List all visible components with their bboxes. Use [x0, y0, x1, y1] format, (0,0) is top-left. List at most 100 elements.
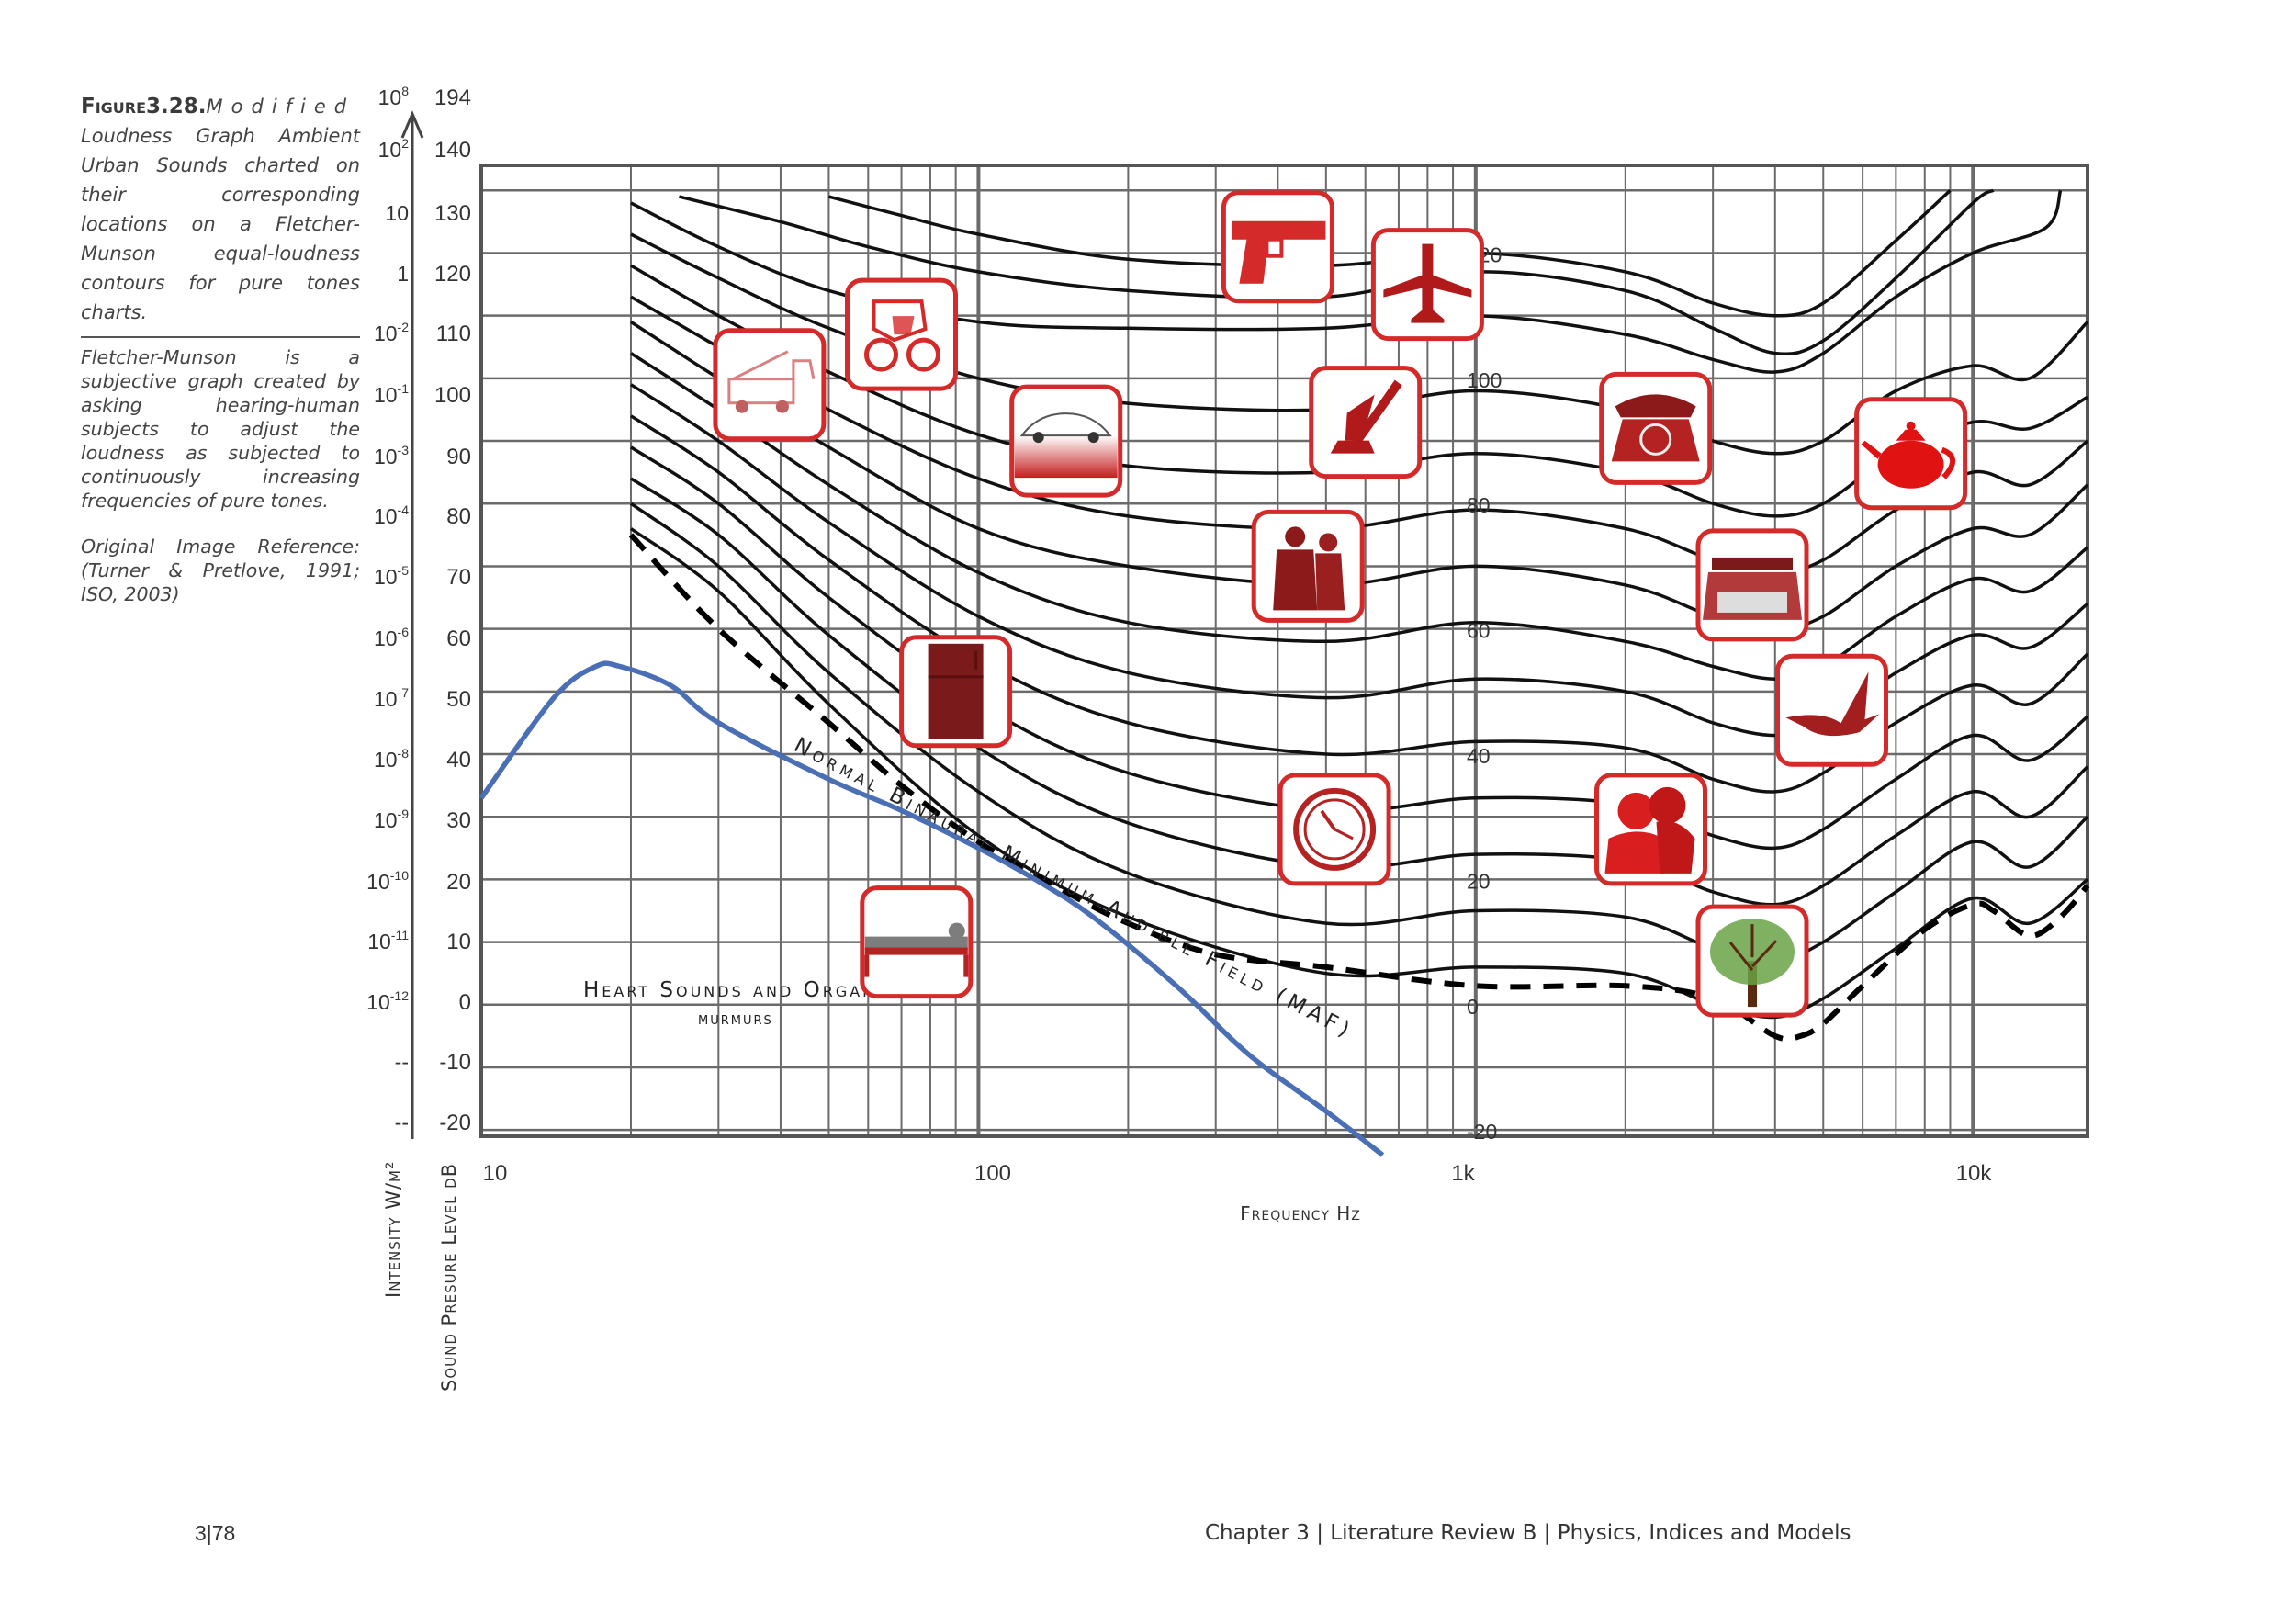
bed-patient — [864, 936, 968, 950]
y2-axis-title: Intensity W/m² — [382, 1161, 404, 1298]
db-tick-label: 30 — [446, 808, 471, 833]
person-body — [1315, 553, 1345, 611]
bed-patient-head — [948, 922, 965, 940]
caption-divider — [81, 336, 360, 338]
vacuum-head — [1330, 440, 1375, 454]
intensity-tick-label: 10-2 — [374, 320, 409, 345]
intensity-tick-label: 10-1 — [374, 381, 409, 407]
contour-value-label: 40 — [1467, 744, 1491, 768]
intensity-tick-label: 10 — [385, 201, 409, 225]
refrigerator-body — [928, 643, 984, 739]
plot-frame — [479, 164, 2089, 1138]
kissing-couple-icon — [1594, 773, 1707, 886]
equal-loudness-contour — [630, 321, 2089, 631]
intensity-tick-label: 10-5 — [374, 563, 409, 589]
person-head — [1285, 526, 1306, 547]
figure-title: Modified — [206, 96, 355, 118]
car-icon — [1009, 384, 1123, 498]
tree-branches — [1728, 924, 1778, 972]
axis-arrow-icon — [400, 110, 424, 139]
equal-loudness-contour — [630, 383, 2089, 738]
bed-frame — [864, 947, 968, 955]
x-tick-label: 10k — [1956, 1161, 1993, 1186]
motorcycle-wheel — [864, 337, 898, 372]
contour-value-label: 80 — [1467, 493, 1491, 517]
gun-icon-shape — [1232, 220, 1326, 284]
icon-frame — [1221, 190, 1334, 304]
figure-label: Figure3.28. — [81, 95, 207, 118]
truck-cab — [792, 359, 816, 379]
intensity-tick-label: -- — [395, 1111, 409, 1134]
motorcycle-icon — [845, 277, 958, 391]
intensity-tick-label: 108 — [378, 84, 410, 109]
intensity-tick-label: 10-10 — [366, 868, 409, 894]
db-tick-label: 80 — [446, 504, 471, 529]
vacuum-body — [1345, 394, 1375, 441]
contour-value-label: 20 — [1467, 869, 1491, 893]
db-tick-label: 40 — [446, 748, 471, 773]
airplane-icon-shape — [1383, 243, 1472, 323]
db-tick-label: 194 — [434, 85, 471, 110]
telephone-handset — [1615, 394, 1696, 418]
intensity-tick-label: 1 — [397, 262, 409, 286]
car-wheel — [1032, 432, 1044, 444]
contour-value-label: -20 — [1467, 1120, 1497, 1144]
person-body — [1604, 831, 1664, 874]
typewriter-icon — [1695, 528, 1809, 642]
db-tick-label: 20 — [446, 870, 471, 895]
person-body — [1656, 820, 1695, 874]
heart-sounds-curve — [478, 660, 1385, 1157]
tree-icon — [1695, 904, 1809, 1018]
intensity-tick-label: 10-12 — [366, 988, 409, 1014]
page-number: 3|78 — [195, 1521, 236, 1545]
person-head — [1649, 786, 1686, 824]
typewriter-roller — [1712, 557, 1793, 570]
db-tick-label: 70 — [446, 565, 471, 590]
contour-value-label: 60 — [1467, 619, 1491, 643]
telephone-base — [1611, 419, 1700, 462]
db-tick-label: 100 — [434, 383, 471, 408]
x-tick-label: 10 — [483, 1161, 508, 1186]
db-tick-label: 50 — [446, 687, 471, 712]
person-body — [1273, 549, 1318, 611]
clock-icon — [1277, 773, 1391, 886]
truck-boom — [732, 350, 789, 381]
figure-caption: Figure3.28.Modified Loudness Graph Ambie… — [81, 92, 360, 606]
icon-frame — [1775, 653, 1888, 767]
caption-text-1: Loudness Graph Ambient Urban Sounds char… — [81, 125, 360, 323]
chart-axes: 1941401301201101009080706050403020100-10… — [366, 84, 1992, 1392]
db-tick-label: 130 — [434, 201, 471, 226]
maf-curve — [628, 533, 2090, 1043]
db-tick-label: 140 — [434, 138, 471, 163]
intensity-tick-label: 10-3 — [374, 443, 409, 468]
caption-heading: Figure3.28.Modified Loudness Graph Ambie… — [81, 92, 360, 327]
clock-hand — [1334, 828, 1354, 840]
equal-loudness-contour — [630, 477, 2089, 907]
car-roof — [1019, 412, 1112, 437]
bird-icon — [1775, 653, 1888, 767]
clock-hand — [1320, 809, 1336, 831]
teapot-knob — [1906, 421, 1916, 431]
heart-sounds-label-2: murmurs — [698, 1009, 773, 1029]
equal-loudness-contour — [630, 352, 2089, 681]
contour-value-label: 0 — [1467, 995, 1479, 1019]
person-head — [1319, 533, 1338, 552]
intensity-tick-label: 10-11 — [367, 928, 409, 953]
teapot-spout — [1861, 440, 1882, 459]
gun-trigger-shape — [1265, 237, 1284, 258]
intensity-tick-label: 10-7 — [374, 685, 409, 711]
person-head — [1617, 792, 1655, 829]
teapot-handle — [1941, 446, 1956, 479]
intensity-tick-label: 10-8 — [374, 746, 409, 772]
heart-sounds-label: Heart Sounds and Organs — [583, 978, 888, 1002]
caption-text-3: Original Image Reference: (Turner & Pret… — [81, 536, 360, 605]
db-tick-label: 120 — [434, 262, 471, 287]
airplane-icon — [1370, 228, 1484, 342]
telephone-icon — [1599, 371, 1713, 485]
db-tick-label: 90 — [446, 445, 471, 469]
hospital-bed-icon — [860, 885, 974, 999]
db-tick-label: 10 — [446, 930, 471, 954]
db-tick-label: 110 — [436, 321, 471, 346]
vacuum-icon — [1309, 366, 1423, 479]
